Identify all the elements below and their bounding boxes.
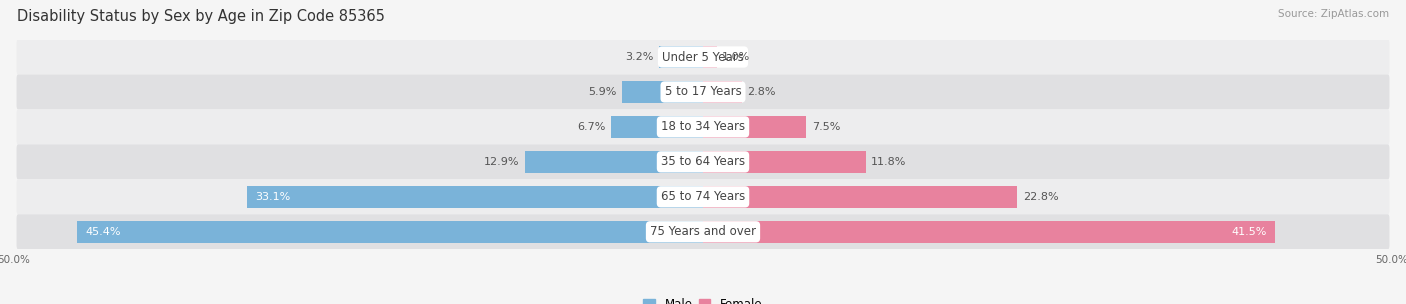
- FancyBboxPatch shape: [17, 214, 1389, 249]
- Text: 35 to 64 Years: 35 to 64 Years: [661, 155, 745, 168]
- Bar: [247, 186, 703, 208]
- Text: 2.8%: 2.8%: [747, 87, 776, 97]
- Text: 1.0%: 1.0%: [723, 52, 751, 62]
- Text: 65 to 74 Years: 65 to 74 Years: [661, 190, 745, 203]
- FancyBboxPatch shape: [17, 74, 1389, 109]
- Text: Disability Status by Sex by Age in Zip Code 85365: Disability Status by Sex by Age in Zip C…: [17, 9, 385, 24]
- Text: 75 Years and over: 75 Years and over: [650, 225, 756, 238]
- Bar: [703, 186, 1017, 208]
- Bar: [703, 151, 866, 173]
- Bar: [610, 116, 703, 138]
- Bar: [659, 46, 703, 68]
- Text: 6.7%: 6.7%: [576, 122, 605, 132]
- Bar: [526, 151, 703, 173]
- FancyBboxPatch shape: [17, 40, 1389, 74]
- Text: 33.1%: 33.1%: [254, 192, 291, 202]
- Bar: [77, 221, 703, 243]
- FancyBboxPatch shape: [17, 109, 1389, 144]
- Text: 5.9%: 5.9%: [588, 87, 616, 97]
- FancyBboxPatch shape: [17, 179, 1389, 214]
- Text: 18 to 34 Years: 18 to 34 Years: [661, 120, 745, 133]
- FancyBboxPatch shape: [17, 144, 1389, 179]
- Text: 7.5%: 7.5%: [811, 122, 841, 132]
- Text: 11.8%: 11.8%: [872, 157, 907, 167]
- Bar: [621, 81, 703, 103]
- Text: Source: ZipAtlas.com: Source: ZipAtlas.com: [1278, 9, 1389, 19]
- Text: 22.8%: 22.8%: [1022, 192, 1059, 202]
- Text: 12.9%: 12.9%: [484, 157, 520, 167]
- Text: 3.2%: 3.2%: [626, 52, 654, 62]
- Text: 45.4%: 45.4%: [86, 227, 121, 237]
- Bar: [703, 81, 741, 103]
- Bar: [703, 116, 807, 138]
- Text: 5 to 17 Years: 5 to 17 Years: [665, 85, 741, 98]
- Bar: [703, 221, 1275, 243]
- Bar: [703, 46, 717, 68]
- Legend: Male, Female: Male, Female: [644, 298, 762, 304]
- Text: Under 5 Years: Under 5 Years: [662, 50, 744, 64]
- Text: 41.5%: 41.5%: [1232, 227, 1267, 237]
